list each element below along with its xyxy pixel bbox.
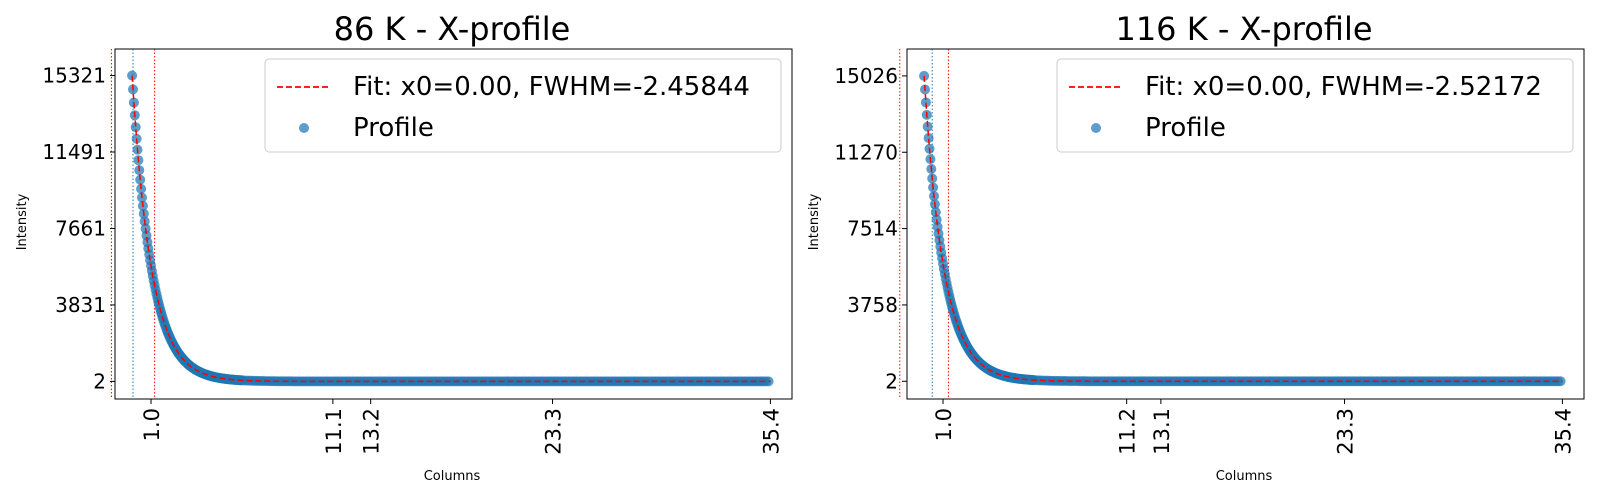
plot-frame [906, 48, 1585, 400]
x-tick-label: 35.4 [759, 408, 783, 455]
x-tick-label: 23.3 [542, 408, 566, 455]
profile-point [923, 132, 934, 143]
legend-fit-label: Fit: x0=0.00, FWHM=-2.45844 [353, 72, 750, 102]
y-tick-label: 2 [93, 369, 106, 393]
chart-title: 116 K - X-profile [1115, 10, 1372, 48]
x-tick-label: 11.2 [1116, 408, 1140, 455]
legend-box [1056, 58, 1574, 153]
plot-frame [114, 48, 793, 400]
legend-profile-label: Profile [353, 113, 434, 143]
y-tick-label: 3831 [55, 293, 106, 317]
x-axis-label: Columns [424, 469, 481, 484]
x-axis-label: Columns [1216, 469, 1273, 484]
x-tick-label: 23.3 [1334, 408, 1358, 455]
legend-profile-label: Profile [1145, 113, 1226, 143]
legend-box [264, 58, 782, 153]
panel-86k: 86 K - X-profile Columns Intensity 2 3831… [15, 10, 793, 484]
fit-line [131, 75, 771, 383]
y-tick-label: 3758 [847, 293, 898, 317]
y-tick-label: 11491 [42, 140, 106, 164]
x-tick-label: 1.0 [140, 408, 164, 441]
x-tick-label: 35.4 [1551, 408, 1575, 455]
y-tick-label: 7661 [55, 216, 106, 240]
profile-point [1555, 376, 1566, 387]
legend-profile-swatch [299, 123, 309, 133]
x-tick-label: 13.1 [1150, 408, 1174, 455]
chart-title: 86 K - X-profile [334, 10, 571, 48]
y-axis-label: Intensity [807, 193, 822, 250]
y-tick-label: 2 [885, 369, 898, 393]
y-tick-label: 7514 [847, 217, 898, 241]
legend-profile-swatch [1091, 123, 1101, 133]
x-tick-label: 13.2 [360, 408, 384, 455]
x-tick-label: 11.1 [322, 408, 346, 455]
y-tick-label: 11270 [834, 140, 898, 164]
panel-116k: 116 K - X-profile Columns Intensity 2 375… [807, 10, 1585, 484]
y-tick-label: 15321 [42, 64, 106, 88]
x-tick-label: 1.0 [932, 408, 956, 441]
y-tick-label: 15026 [834, 64, 898, 88]
fit-line [923, 75, 1563, 383]
profile-point [130, 122, 141, 133]
legend-fit-label: Fit: x0=0.00, FWHM=-2.52172 [1145, 72, 1542, 102]
y-axis-label: Intensity [15, 193, 30, 250]
profile-point [920, 97, 931, 108]
